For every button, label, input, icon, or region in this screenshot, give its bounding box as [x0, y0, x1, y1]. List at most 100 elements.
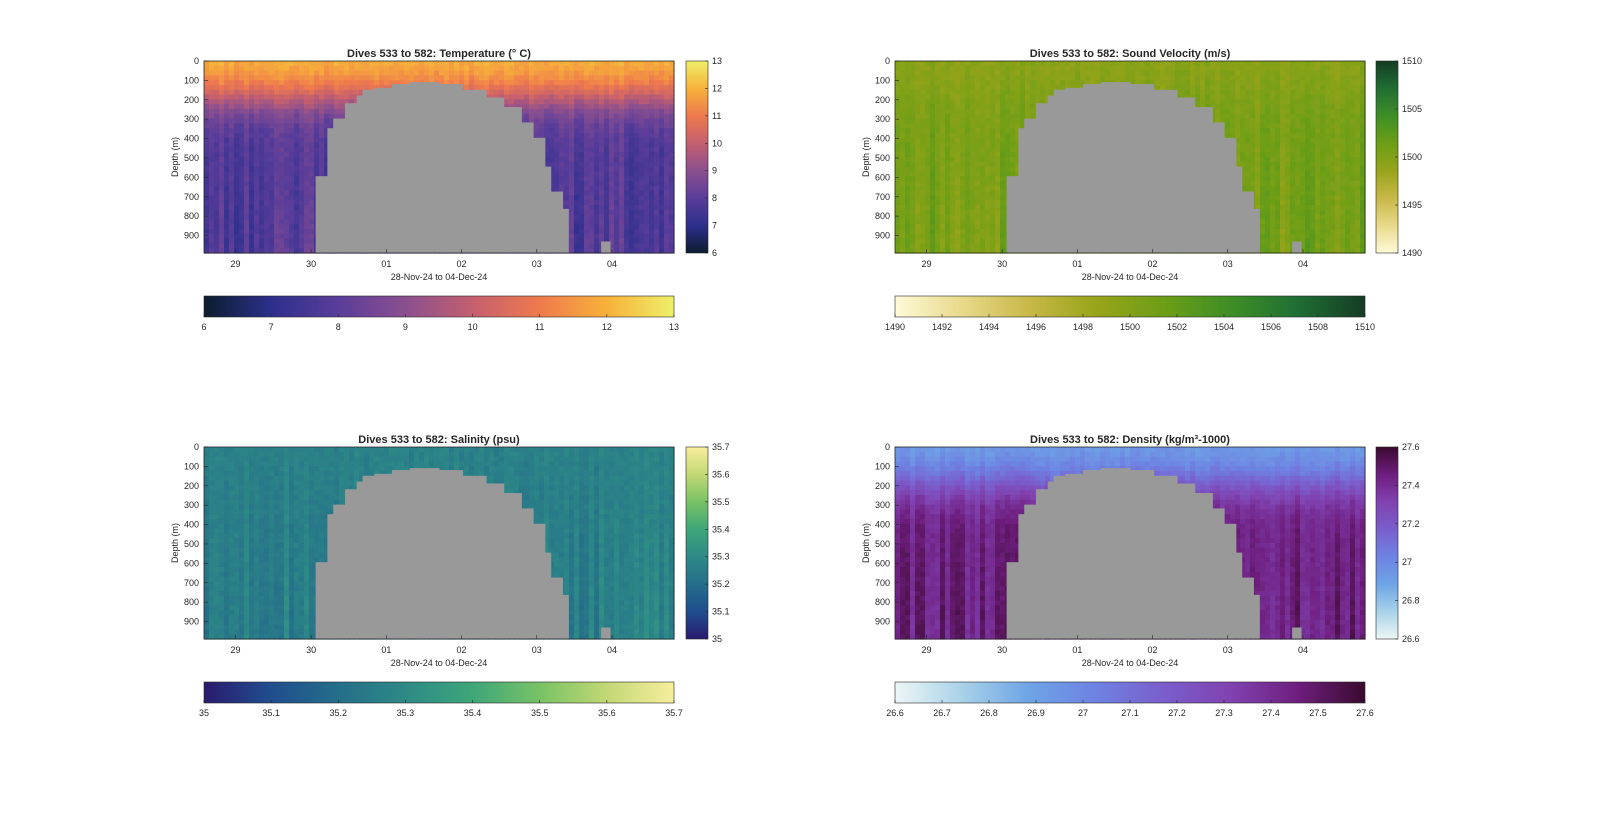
heatmap-cell: [995, 123, 1001, 129]
heatmap-cell: [244, 147, 250, 153]
heatmap-cell: [534, 128, 540, 134]
heatmap-cell: [664, 243, 670, 249]
heatmap-cell: [1025, 70, 1031, 76]
heatmap-cell: [234, 133, 240, 139]
heatmap-cell: [339, 89, 345, 96]
heatmap-cell: [910, 147, 916, 153]
heatmap-cell: [975, 109, 981, 115]
heatmap-cell: [249, 238, 255, 244]
heatmap-cell: [574, 157, 580, 163]
heatmap-cell: [359, 89, 365, 96]
heatmap-cell: [925, 171, 931, 177]
heatmap-cell: [664, 195, 670, 201]
heatmap-cell: [619, 89, 625, 96]
heatmap-cell: [304, 128, 310, 134]
heatmap-cell: [970, 137, 976, 144]
heatmap-cell: [945, 209, 951, 216]
heatmap-cell: [549, 61, 555, 67]
heatmap-cell: [214, 190, 220, 196]
heatmap-cell: [985, 61, 991, 67]
heatmap-cell: [1010, 118, 1016, 124]
heatmap-cell: [905, 166, 911, 172]
heatmap-cell: [314, 133, 320, 139]
temperature-axes-box: [203, 60, 675, 254]
heatmap-cell: [930, 142, 936, 148]
heatmap-cell: [404, 80, 410, 86]
heatmap-cell: [900, 75, 906, 81]
heatmap-cell: [284, 104, 290, 110]
heatmap-cell: [624, 109, 630, 115]
heatmap-cell: [920, 70, 926, 76]
heatmap-cell: [910, 85, 916, 91]
heatmap-cell: [644, 94, 650, 100]
heatmap-cell: [609, 176, 615, 182]
heatmap-cell: [935, 75, 941, 81]
heatmap-cell: [214, 94, 220, 100]
heatmap-cell: [284, 248, 290, 254]
heatmap-cell: [309, 200, 315, 206]
y-tick-label: 0: [194, 56, 199, 66]
heatmap-cell: [244, 142, 250, 148]
heatmap-cell: [204, 113, 210, 120]
heatmap-cell: [204, 205, 210, 211]
heatmap-cell: [264, 205, 270, 211]
heatmap-cell: [594, 248, 600, 254]
heatmap-cell: [935, 219, 941, 225]
heatmap-cell: [609, 137, 615, 144]
heatmap-cell: [659, 89, 665, 96]
heatmap-cell: [219, 104, 225, 110]
heatmap-cell: [1010, 85, 1016, 91]
heatmap-cell: [539, 109, 545, 115]
heatmap-cell: [584, 147, 590, 153]
heatmap-cell: [950, 248, 956, 254]
heatmap-cell: [439, 70, 445, 76]
heatmap-cell: [569, 99, 575, 105]
heatmap-cell: [514, 89, 520, 96]
heatmap-cell: [284, 219, 290, 225]
heatmap-cell: [219, 229, 225, 235]
heatmap-cell: [985, 65, 991, 72]
heatmap-cell: [314, 109, 320, 115]
heatmap-cell: [935, 181, 941, 187]
heatmap-cell: [269, 118, 275, 124]
heatmap-cell: [644, 157, 650, 163]
heatmap-cell: [895, 65, 901, 72]
heatmap-cell: [544, 70, 550, 76]
heatmap-cell: [639, 152, 645, 158]
heatmap-cell: [609, 195, 615, 201]
heatmap-cell: [299, 137, 305, 144]
heatmap-cell: [915, 176, 921, 182]
heatmap-cell: [1015, 166, 1021, 172]
heatmap-cell: [219, 113, 225, 120]
heatmap-cell: [975, 233, 981, 240]
heatmap-cell: [935, 233, 941, 240]
heatmap-cell: [1025, 65, 1031, 72]
heatmap-cell: [214, 104, 220, 110]
heatmap-cell: [344, 99, 350, 105]
colorbar-tick-label: 12: [712, 83, 722, 93]
heatmap-cell: [975, 200, 981, 206]
heatmap-cell: [214, 238, 220, 244]
heatmap-cell: [544, 161, 550, 168]
heatmap-cell: [664, 113, 670, 120]
heatmap-cell: [589, 85, 595, 91]
heatmap-cell: [239, 113, 245, 120]
heatmap-cell: [639, 133, 645, 139]
heatmap-cell: [304, 133, 310, 139]
heatmap-cell: [294, 113, 300, 120]
heatmap-cell: [289, 109, 295, 115]
heatmap-cell: [669, 104, 675, 110]
heatmap-cell: [960, 176, 966, 182]
heatmap-cell: [910, 109, 916, 115]
heatmap-cell: [604, 157, 610, 163]
heatmap-cell: [589, 214, 595, 220]
heatmap-cell: [399, 65, 405, 72]
heatmap-cell: [915, 200, 921, 206]
heatmap-cell: [895, 248, 901, 254]
heatmap-cell: [925, 94, 931, 100]
heatmap-cell: [619, 219, 625, 225]
heatmap-cell: [975, 70, 981, 76]
heatmap-cell: [990, 157, 996, 163]
heatmap-cell: [234, 238, 240, 244]
heatmap-cell: [534, 65, 540, 72]
